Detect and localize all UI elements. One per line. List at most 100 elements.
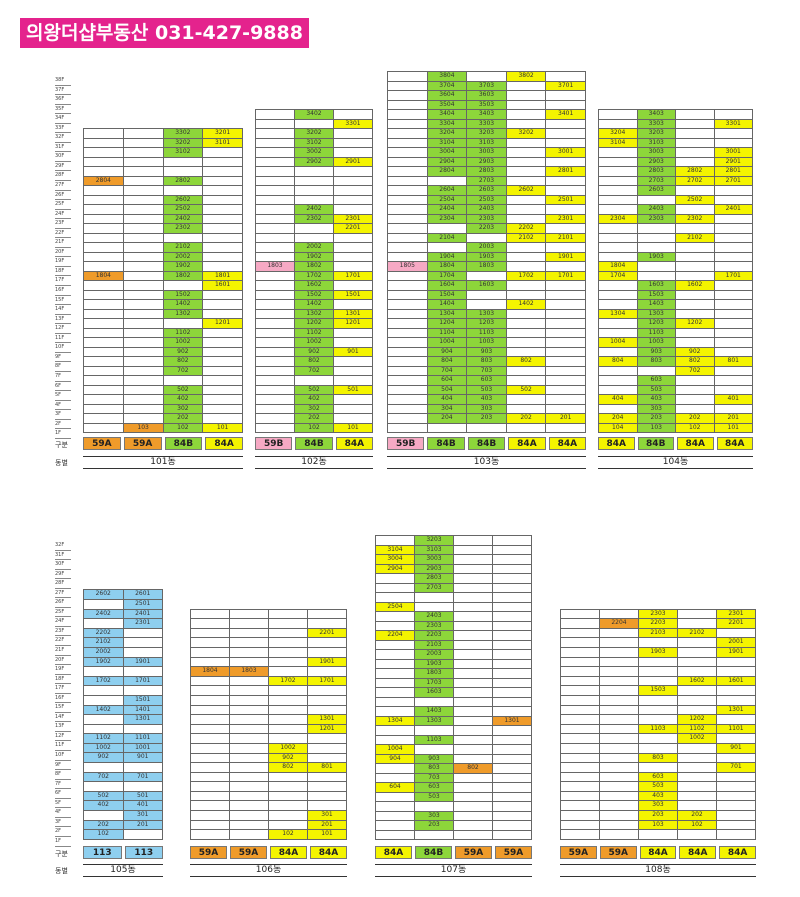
floor-row: 701 xyxy=(561,763,756,773)
empty-cell xyxy=(191,638,230,647)
empty-cell xyxy=(600,811,639,820)
unit-cell: 1603 xyxy=(467,281,507,290)
building-5-grid: 2602 2601 2501 2402 2401 2301 2202 2102 2002 1902… xyxy=(83,589,163,840)
empty-cell xyxy=(256,195,295,204)
unit-type-row: 113 113 xyxy=(83,846,166,859)
floor-row xyxy=(256,233,373,243)
empty-cell xyxy=(454,574,493,583)
floor-label: 29F xyxy=(55,570,71,580)
empty-cell xyxy=(191,791,230,801)
empty-cell xyxy=(376,802,415,811)
floor-row: 1603 xyxy=(376,688,532,698)
unit-cell: 404 xyxy=(599,395,638,404)
unit-cell: 301 xyxy=(123,811,163,820)
empty-cell xyxy=(256,385,295,394)
empty-cell xyxy=(599,300,638,309)
unit-cell: 1701 xyxy=(334,271,373,280)
floor-row: 402 xyxy=(84,395,243,405)
empty-cell xyxy=(600,705,639,715)
unit-cell: 1805 xyxy=(388,262,428,271)
empty-cell xyxy=(454,688,493,697)
unit-type-badge: 84A xyxy=(375,846,412,859)
floor-row: 301 xyxy=(191,811,347,821)
empty-cell xyxy=(599,205,638,214)
floor-label: 33F xyxy=(55,124,71,134)
floor-row: 3704 3703 3701 xyxy=(388,81,586,91)
unit-cell: 2304 xyxy=(427,214,468,223)
unit-type-badge: 59A xyxy=(123,437,162,450)
unit-cell: 2204 xyxy=(600,619,639,628)
unit-cell: 902 xyxy=(84,753,124,763)
empty-cell xyxy=(256,176,295,185)
unit-cell: 1903 xyxy=(415,659,454,668)
floor-row: 1803 1802 xyxy=(256,262,373,272)
floor-row: 3104 3103 xyxy=(599,138,753,148)
empty-cell xyxy=(507,91,547,100)
empty-cell xyxy=(493,678,532,687)
floor-row: 201 xyxy=(191,820,347,831)
unit-cell: 1203 xyxy=(637,319,676,328)
empty-cell xyxy=(230,791,269,801)
empty-cell xyxy=(388,414,428,423)
building-3-grid: 3804 3802 3704 3703 3701 3604 3603 3504 3503 3404… xyxy=(387,71,586,433)
floor-row: 2602 xyxy=(84,195,243,205)
unit-type-badge: 84A xyxy=(508,437,546,450)
empty-cell xyxy=(256,167,295,176)
empty-cell xyxy=(717,667,756,676)
empty-cell xyxy=(203,262,243,271)
empty-cell xyxy=(256,281,295,290)
unit-cell: 1501 xyxy=(123,695,163,705)
empty-cell xyxy=(203,205,243,214)
empty-cell xyxy=(84,233,124,242)
empty-cell xyxy=(388,167,428,176)
unit-cell: 1504 xyxy=(427,290,468,299)
unit-cell: 203 xyxy=(415,821,454,830)
empty-cell xyxy=(388,290,428,299)
empty-cell xyxy=(256,309,295,318)
empty-cell xyxy=(84,667,124,676)
empty-cell xyxy=(599,167,638,176)
unit-cell: 101 xyxy=(203,423,243,432)
empty-cell xyxy=(715,385,753,394)
unit-cell: 102 xyxy=(84,830,124,839)
unit-cell: 901 xyxy=(123,753,163,763)
unit-cell: 1201 xyxy=(203,319,243,328)
empty-cell xyxy=(678,830,717,839)
floor-row: 202 201 xyxy=(84,820,163,831)
empty-cell xyxy=(269,638,308,647)
floor-label: 21F xyxy=(55,238,71,248)
empty-cell xyxy=(454,564,493,573)
unit-cell: 2202 xyxy=(506,224,547,233)
empty-cell xyxy=(467,271,507,280)
floor-label: 12F xyxy=(55,732,71,742)
empty-cell xyxy=(203,404,243,413)
empty-cell xyxy=(493,545,532,554)
empty-cell xyxy=(269,801,308,811)
floor-row: 3202 xyxy=(256,129,373,139)
unit-cell: 604 xyxy=(427,376,468,385)
empty-cell xyxy=(388,309,428,318)
floor-label: 3F xyxy=(55,818,71,828)
floor-row: 3304 3303 xyxy=(388,119,586,129)
unit-cell: 802 xyxy=(506,357,547,366)
empty-cell xyxy=(203,157,243,166)
unit-cell: 1303 xyxy=(467,309,507,318)
floor-label: 5F xyxy=(55,799,71,809)
empty-cell xyxy=(717,791,756,801)
empty-cell xyxy=(454,555,493,564)
unit-cell: 202 xyxy=(84,820,124,830)
floor-row: 502 xyxy=(84,385,243,395)
empty-cell xyxy=(546,366,586,375)
unit-cell: 2301 xyxy=(334,214,373,223)
empty-cell xyxy=(376,792,415,801)
floor-row: 2504 2503 2501 xyxy=(388,195,586,205)
unit-cell: 902 xyxy=(269,753,308,763)
unit-cell: 3201 xyxy=(203,129,243,138)
empty-cell xyxy=(507,119,547,128)
empty-cell xyxy=(599,186,638,195)
empty-cell xyxy=(561,657,600,667)
empty-cell xyxy=(546,300,586,309)
floor-row: 1002 1001 xyxy=(84,743,163,754)
floor-label: 9F xyxy=(55,353,71,363)
floor-row: 502 501 xyxy=(84,791,163,802)
